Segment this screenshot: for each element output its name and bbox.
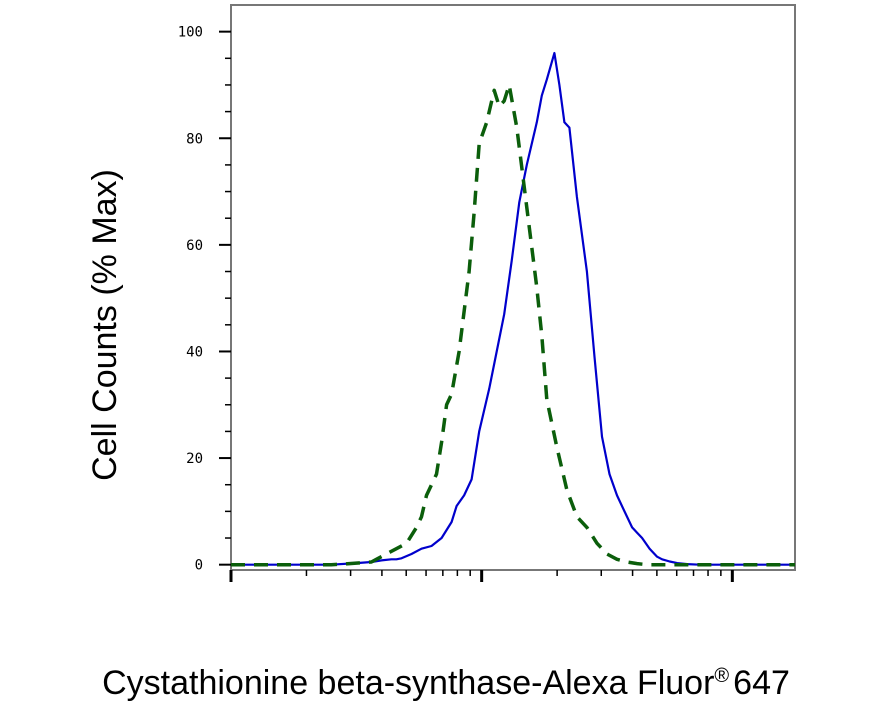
plot-frame — [230, 4, 796, 571]
registered-mark: ® — [714, 665, 729, 687]
x-axis-title-main: Cystathionine beta-synthase-Alexa Fluor — [102, 664, 714, 701]
x-axis-title-suffix: 647 — [733, 664, 790, 701]
y-tick-label: 60 — [186, 238, 203, 254]
y-tick-label: 40 — [186, 344, 203, 360]
series-line-control — [231, 83, 795, 567]
y-tick-label: 100 — [178, 25, 203, 41]
y-axis: 0 20 40 60 80 100 — [178, 25, 231, 574]
y-tick-label: 0 — [195, 558, 203, 574]
x-axis — [229, 570, 734, 582]
y-axis-title: Cell Counts (% Max) — [86, 169, 124, 481]
y-tick-label: 80 — [186, 131, 203, 147]
series-line-sample — [231, 51, 795, 566]
x-axis-title: Cystathionine beta-synthase-Alexa Fluor®… — [102, 664, 790, 701]
series-layer — [231, 51, 795, 567]
y-tick-label: 20 — [186, 451, 203, 467]
